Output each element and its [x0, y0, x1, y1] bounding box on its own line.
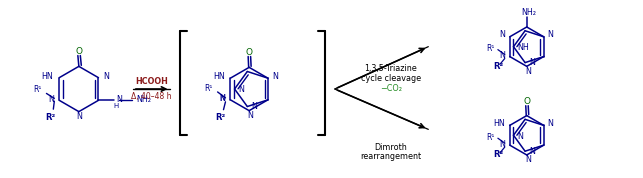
Text: R¹: R¹ [487, 133, 495, 142]
Text: N: N [499, 140, 505, 149]
Text: NH₂: NH₂ [136, 95, 151, 104]
Text: R¹: R¹ [204, 83, 213, 93]
Text: N: N [220, 94, 226, 103]
Text: HN: HN [213, 72, 226, 81]
Text: R¹: R¹ [33, 85, 42, 94]
Text: N: N [116, 95, 122, 104]
Text: N: N [548, 119, 554, 128]
Text: R²: R² [493, 62, 503, 71]
Text: N: N [272, 72, 278, 81]
Text: H: H [114, 103, 119, 109]
Text: cycle cleavage: cycle cleavage [361, 74, 421, 83]
Text: O: O [246, 48, 253, 57]
Text: N: N [525, 67, 530, 76]
Text: N: N [48, 95, 54, 104]
Text: R²: R² [215, 113, 226, 122]
Text: HN: HN [493, 119, 505, 128]
Text: N: N [518, 132, 523, 141]
Text: N: N [104, 72, 109, 81]
Text: N: N [247, 111, 253, 120]
Text: −CO₂: −CO₂ [380, 83, 402, 93]
Text: N: N [239, 85, 244, 95]
Text: N: N [525, 155, 530, 164]
Text: HCOOH: HCOOH [135, 77, 168, 86]
Text: N: N [529, 147, 535, 156]
Text: O: O [523, 97, 530, 106]
Text: N: N [529, 58, 535, 67]
Text: R²: R² [45, 112, 55, 122]
Text: NH₂: NH₂ [521, 8, 536, 17]
Text: N: N [251, 102, 257, 111]
Text: O: O [75, 47, 82, 56]
Text: Δ, 40–48 h: Δ, 40–48 h [131, 92, 172, 101]
Text: N: N [548, 30, 554, 39]
Text: rearrangement: rearrangement [360, 152, 421, 161]
Text: R²: R² [493, 150, 503, 159]
Text: 1,3,5-Triazine: 1,3,5-Triazine [365, 64, 417, 73]
Text: HN: HN [42, 72, 53, 81]
Text: N: N [220, 94, 226, 103]
Text: NH: NH [518, 43, 529, 52]
Text: N: N [76, 112, 82, 121]
Text: R¹: R¹ [487, 44, 495, 53]
Text: N: N [499, 51, 505, 60]
Text: Dimroth: Dimroth [374, 143, 407, 152]
Text: N: N [499, 30, 505, 39]
